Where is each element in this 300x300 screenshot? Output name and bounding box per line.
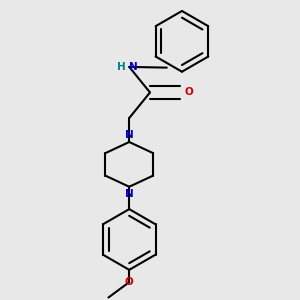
Text: O: O [184,88,193,98]
Text: N: N [129,62,137,72]
Text: O: O [125,277,134,287]
Text: H: H [117,62,126,72]
Text: N: N [125,189,134,199]
Text: N: N [125,130,134,140]
